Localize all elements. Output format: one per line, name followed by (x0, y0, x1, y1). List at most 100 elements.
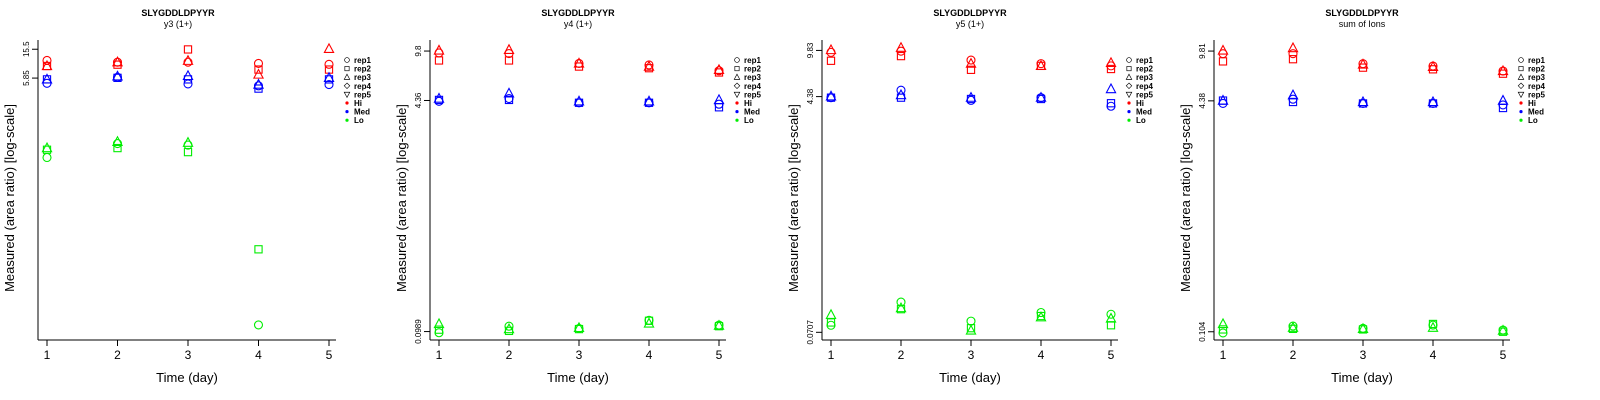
data-point (965, 91, 977, 102)
legend-label: rep1 (1528, 56, 1545, 65)
data-point (1218, 57, 1228, 66)
legend-label: rep5 (1136, 90, 1153, 99)
legend-marker (343, 82, 351, 90)
data-point (1105, 56, 1117, 68)
x-tick-label: 3 (576, 348, 583, 362)
y-axis-label: Measured (area ratio) [log-scale] (2, 104, 17, 292)
data-point (183, 45, 193, 54)
y-axis-label: Measured (area ratio) [log-scale] (1178, 104, 1193, 292)
legend-label: Lo (744, 116, 754, 125)
data-point (966, 316, 976, 326)
legend-marker (1518, 57, 1524, 63)
legend-label: rep5 (744, 90, 761, 99)
data-point (1497, 324, 1509, 335)
series-lo-rep3 (433, 317, 725, 334)
x-tick-label: 5 (1108, 348, 1115, 362)
data-point (573, 57, 585, 68)
x-tick-label: 1 (436, 348, 443, 362)
legend-label: rep1 (744, 56, 761, 65)
y-tick-label: 0.0989 (414, 319, 423, 344)
data-point (41, 141, 53, 153)
data-point (253, 320, 264, 330)
data-point (966, 65, 976, 74)
x-tick-label: 3 (1360, 348, 1367, 362)
data-point (1288, 49, 1298, 59)
data-point (1287, 41, 1299, 53)
legend-marker (344, 57, 350, 63)
data-point (254, 245, 263, 254)
y-tick-label: 0.0707 (806, 320, 815, 345)
y-tick-label: 4.36 (414, 92, 423, 108)
legend-dot (345, 118, 349, 122)
legend-label: Med (744, 108, 760, 117)
data-point (112, 139, 123, 149)
data-point (503, 322, 515, 334)
series-lo-rep2 (42, 143, 263, 254)
data-point (1106, 101, 1116, 111)
series-med-rep3 (433, 87, 725, 106)
data-point (1035, 311, 1047, 322)
data-point (1357, 322, 1369, 334)
series-hi-rep3 (433, 43, 725, 75)
chart-title: SLYGDDLDPYYR (541, 8, 615, 18)
x-axis-label: Time (day) (939, 370, 1001, 385)
data-point (574, 98, 584, 108)
x-tick-label: 2 (506, 348, 513, 362)
data-point (714, 322, 724, 331)
data-point (826, 320, 836, 330)
legend-dot (1127, 118, 1131, 122)
legend-label: rep1 (354, 56, 371, 65)
legend-dot (735, 101, 739, 105)
data-point (323, 42, 335, 54)
data-point (1288, 55, 1298, 64)
data-point (323, 71, 335, 82)
legend-label: rep2 (354, 65, 371, 74)
data-point (183, 147, 193, 157)
x-tick-label: 2 (114, 348, 121, 362)
data-point (434, 56, 444, 65)
x-tick-label: 1 (1220, 348, 1227, 362)
series-med-rep3 (41, 69, 335, 89)
data-point (1035, 59, 1047, 71)
chart-title: SLYGDDLDPYYR (1325, 8, 1399, 18)
data-point (41, 59, 53, 71)
data-point (1497, 64, 1509, 76)
series-hi-rep3 (825, 41, 1117, 71)
legend-marker (343, 73, 351, 80)
legend-label: Lo (1528, 116, 1538, 125)
legend-label: Med (1528, 108, 1544, 117)
legend-dot (345, 101, 349, 105)
chart-subtitle: y3 (1+) (164, 19, 192, 29)
x-axis-label: Time (day) (1331, 370, 1393, 385)
data-point (324, 59, 334, 69)
series-hi-rep1 (434, 48, 724, 76)
x-tick-label: 4 (1038, 348, 1045, 362)
chart-subtitle: y5 (1+) (956, 19, 984, 29)
y-tick-label: 9.8 (414, 45, 423, 57)
data-point (111, 56, 124, 67)
legend-marker (734, 66, 740, 72)
legend-dot (735, 110, 739, 114)
data-point (1427, 95, 1439, 107)
legend-label: rep2 (1136, 65, 1153, 74)
legend-marker (1126, 57, 1132, 63)
y-tick-label: 4.38 (1198, 93, 1207, 109)
x-axis-label: Time (day) (547, 370, 609, 385)
x-tick-label: 2 (1290, 348, 1297, 362)
data-point (41, 73, 53, 84)
data-point (1106, 321, 1116, 330)
axes (37, 40, 336, 341)
data-point (252, 78, 265, 89)
y-axis-label: Measured (area ratio) [log-scale] (394, 104, 409, 292)
data-point (965, 57, 977, 68)
data-point (1497, 94, 1509, 105)
data-point (1427, 321, 1439, 332)
legend-label: rep2 (1528, 65, 1545, 74)
legend-marker (1126, 66, 1132, 72)
x-tick-label: 1 (44, 348, 51, 362)
axes (429, 40, 726, 341)
